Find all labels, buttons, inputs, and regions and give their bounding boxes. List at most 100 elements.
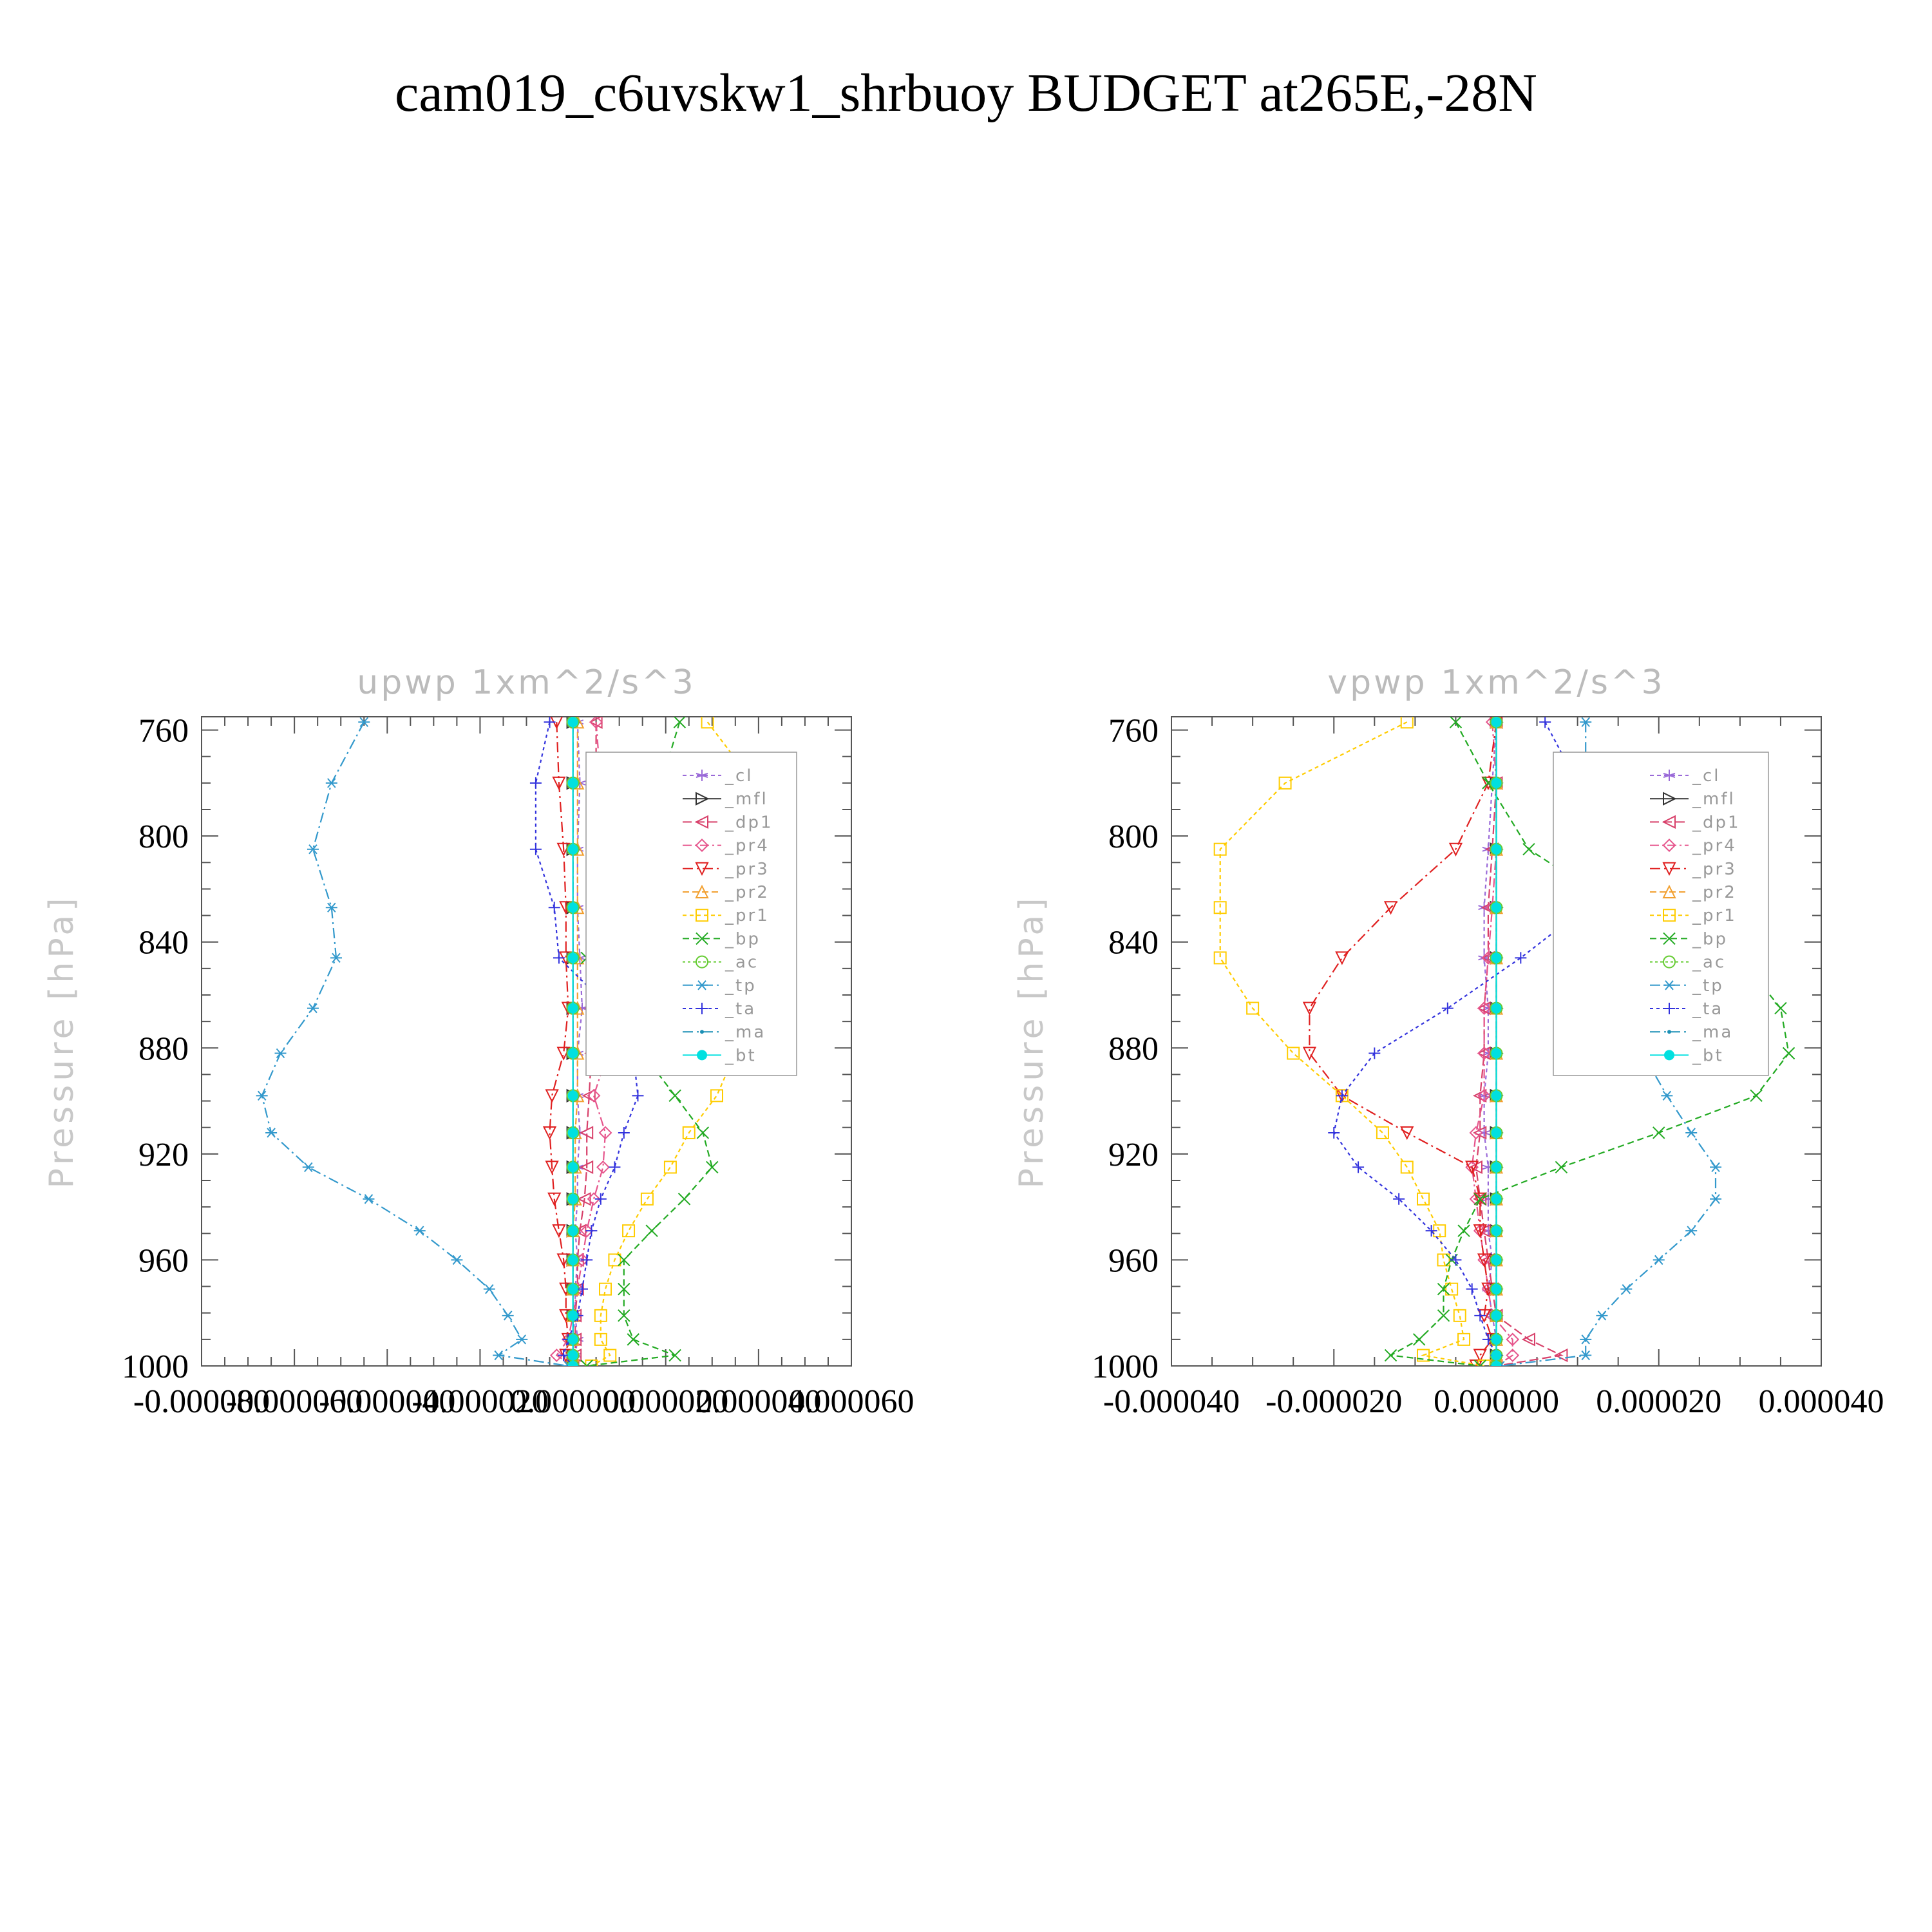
- data-point: [542, 1126, 557, 1141]
- data-point: [1453, 1309, 1466, 1322]
- data-point: [1522, 843, 1535, 856]
- data-point: [567, 1255, 578, 1265]
- data-point: [618, 1253, 630, 1267]
- data-point: [598, 1126, 612, 1140]
- data-point: [567, 777, 578, 788]
- data-point: [1506, 1332, 1520, 1347]
- data-point: [1620, 1284, 1633, 1294]
- data-point: [1437, 1282, 1450, 1296]
- data-point: [358, 717, 370, 727]
- legend-label: _cl: [1692, 766, 1721, 786]
- legend-label: _ma: [724, 1023, 766, 1042]
- legend-label: _ta: [724, 999, 756, 1019]
- legend-marker: [1663, 770, 1676, 781]
- data-point: [580, 1359, 593, 1366]
- data-point: [573, 1224, 587, 1238]
- data-point: [274, 1048, 287, 1059]
- series-dp1: [1468, 717, 1568, 1366]
- data-point: [1491, 1283, 1502, 1294]
- legend-label: _dp1: [724, 813, 773, 832]
- data-point: [585, 1225, 598, 1237]
- data-point: [325, 902, 337, 913]
- legend-label: _bt: [724, 1046, 757, 1065]
- data-point: [1469, 1192, 1483, 1206]
- data-point: [1376, 1126, 1389, 1139]
- legend-marker: [695, 884, 709, 898]
- x-tick-label: -0.000060: [226, 1383, 363, 1420]
- data-point: [1473, 1359, 1486, 1366]
- data-point: [668, 1089, 681, 1103]
- data-point: [1393, 1193, 1405, 1205]
- legend-marker: [1663, 932, 1676, 945]
- data-point: [1477, 1001, 1491, 1015]
- data-point: [1336, 1090, 1348, 1102]
- legend-label: _pr3: [724, 860, 770, 879]
- data-point: [1450, 1254, 1462, 1266]
- data-point: [677, 1193, 691, 1206]
- data-point: [589, 717, 603, 729]
- y-tick-label: 880: [138, 1030, 189, 1067]
- data-point: [1441, 1002, 1454, 1014]
- data-point: [1473, 1224, 1487, 1238]
- legend-label: _pr2: [1692, 883, 1737, 902]
- series-line: [261, 721, 569, 1366]
- data-point: [567, 844, 578, 855]
- data-layer: [1213, 717, 1795, 1366]
- data-point: [1491, 1350, 1502, 1361]
- data-point: [1469, 1126, 1483, 1140]
- data-point: [552, 1224, 566, 1238]
- data-point: [567, 1283, 578, 1294]
- data-point: [1491, 844, 1502, 855]
- x-tick-label: 0.000060: [789, 1383, 914, 1420]
- legend-marker: [1664, 1050, 1674, 1061]
- data-point: [1302, 1046, 1317, 1061]
- data-point: [567, 1127, 578, 1138]
- data-point: [1653, 1255, 1665, 1265]
- legend-marker: [695, 862, 709, 876]
- y-tick-label: 760: [138, 713, 189, 750]
- data-point: [265, 1128, 278, 1138]
- data-point: [609, 1161, 621, 1173]
- legend-marker: [696, 770, 708, 781]
- series-line: [1471, 722, 1513, 1366]
- legend-marker: [1663, 909, 1676, 922]
- x-tick-label: -0.000080: [133, 1383, 270, 1420]
- data-point: [1491, 717, 1502, 728]
- data-point: [1473, 1126, 1487, 1140]
- y-tick-label: 1000: [1092, 1349, 1159, 1385]
- legend-marker: [1667, 1030, 1671, 1034]
- data-point: [1457, 1224, 1470, 1237]
- data-point: [1278, 776, 1292, 790]
- legend-label: _bp: [724, 929, 761, 949]
- data-point: [632, 1090, 644, 1102]
- legend-label: _tp: [1692, 976, 1724, 996]
- y-tick-label: 920: [1108, 1137, 1159, 1173]
- data-point: [1400, 717, 1414, 729]
- data-point: [545, 1160, 559, 1175]
- data-point: [1335, 951, 1349, 965]
- data-point: [1685, 1226, 1698, 1236]
- legend-marker: [1662, 884, 1676, 898]
- series-line: [1475, 722, 1564, 1366]
- series-cl: [1478, 717, 1502, 1366]
- data-point: [1491, 902, 1502, 913]
- data-point: [1710, 1162, 1722, 1173]
- chart-panel-1: upwp 1xm^2/s^3 Pressure [hPa] 760 800 840 880…: [43, 663, 914, 1420]
- legend-label: _dp1: [1692, 813, 1741, 832]
- data-point: [516, 1334, 528, 1345]
- legend-label: _pr2: [724, 883, 770, 902]
- data-point: [1473, 1192, 1487, 1207]
- data-point: [302, 1162, 314, 1173]
- data-point: [567, 1193, 578, 1204]
- data-point: [627, 1333, 639, 1346]
- data-point: [582, 1088, 596, 1103]
- series-line: [1483, 722, 1497, 1366]
- legend: _cl _mfl _dp1 _pr4 _pr3 _pr2 _pr1 _bp _ac _tp _ta _…: [1553, 752, 1769, 1076]
- data-point: [587, 1192, 601, 1206]
- data-point: [567, 902, 578, 913]
- data-point: [1491, 1193, 1502, 1204]
- data-point: [580, 1224, 594, 1238]
- legend-marker: [1662, 815, 1676, 829]
- legend-box: [1553, 752, 1769, 1076]
- legend-label: _pr1: [724, 906, 770, 925]
